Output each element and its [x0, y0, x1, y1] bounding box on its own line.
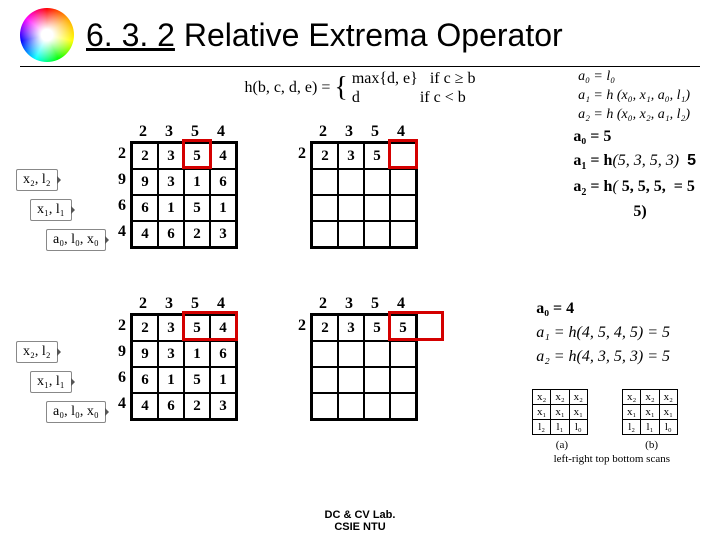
- table-cell: [390, 169, 416, 195]
- table-cell: 2: [184, 221, 210, 247]
- table-cell: 1: [158, 195, 184, 221]
- table-cell: [364, 393, 390, 419]
- table-cell: 2: [312, 143, 338, 169]
- table-cell: 4: [210, 315, 236, 341]
- legend-caption-b: (b): [645, 439, 658, 451]
- table-cell: [312, 195, 338, 221]
- table-cell: [338, 195, 364, 221]
- table-cell: [390, 221, 416, 247]
- table-cell: 5: [390, 315, 416, 341]
- table-cell: 1: [210, 367, 236, 393]
- table-cell: [364, 367, 390, 393]
- table-cell: 5: [364, 315, 390, 341]
- table-cell: 6: [158, 393, 184, 419]
- recurrence-definitions: a₀ = l₀ a₁ = h (x₀, x₁, a₀, l₁) a₂ = h (…: [578, 68, 690, 125]
- table-cell: 1: [210, 195, 236, 221]
- label-x2-l2-top: x₂, l₂: [16, 169, 58, 191]
- table-cell: 3: [158, 315, 184, 341]
- table-cell: [312, 169, 338, 195]
- table-cell: 5: [184, 367, 210, 393]
- color-wheel-icon: [20, 8, 74, 62]
- table-cell: 3: [338, 143, 364, 169]
- table-cell: 5: [364, 143, 390, 169]
- table-cell: 3: [210, 393, 236, 419]
- table-cell: 6: [132, 367, 158, 393]
- table-cell: 1: [184, 341, 210, 367]
- legend-table-b: x₂x₂x₂ x₁x₁x₁ l₂l₁l₀: [622, 389, 678, 435]
- table-cell: [364, 169, 390, 195]
- top-results: a₀ = 5 a1 = h(5, 3, 5, 3) 5 a2 = h( 5, 5…: [573, 125, 696, 223]
- table-cell: 6: [132, 195, 158, 221]
- legend-table-a: x₂x₂x₂ x₁x₁x₁ l₂l₁l₀: [532, 389, 588, 435]
- bottom-results: a₀ = 4 a₁ = h(4, 5, 4, 5) = 5 a₂ = h(4, …: [536, 297, 670, 369]
- table-cell: 1: [158, 367, 184, 393]
- label-x1-l1-bot: x₁, l₁: [30, 371, 72, 393]
- table-cell: 6: [158, 221, 184, 247]
- table-cell: [390, 367, 416, 393]
- bottom-right-table: 2 3 5 4 2 2355: [290, 295, 418, 421]
- table-cell: 5: [184, 195, 210, 221]
- horizontal-rule: [20, 66, 700, 67]
- bottom-left-table: 2 3 5 4 2 9 6 4 2354931661514623: [110, 295, 238, 421]
- table-cell: [364, 221, 390, 247]
- table-cell: 4: [132, 393, 158, 419]
- table-cell: [364, 341, 390, 367]
- footer: DC & CV Lab. CSIE NTU: [0, 509, 720, 534]
- table-cell: 5: [184, 315, 210, 341]
- legend-caption-sub: left-right top bottom scans: [554, 453, 670, 465]
- table-cell: [338, 169, 364, 195]
- table-cell: [338, 393, 364, 419]
- table-cell: 9: [132, 341, 158, 367]
- table-cell: [390, 143, 416, 169]
- table-cell: 3: [158, 143, 184, 169]
- table-cell: 3: [158, 169, 184, 195]
- label-x1-l1-top: x₁, l₁: [30, 199, 72, 221]
- table-cell: [338, 367, 364, 393]
- table-cell: [338, 341, 364, 367]
- table-cell: 9: [132, 169, 158, 195]
- table-cell: [312, 221, 338, 247]
- table-cell: 3: [338, 315, 364, 341]
- label-x2-l2-bot: x₂, l₂: [16, 341, 58, 363]
- legend-caption-a: (a): [556, 439, 568, 451]
- table-cell: [390, 195, 416, 221]
- table-cell: 6: [210, 341, 236, 367]
- table-cell: 3: [158, 341, 184, 367]
- table-cell: [390, 341, 416, 367]
- top-left-table: 2 3 5 4 2 9 6 4 2354931661514623: [110, 123, 238, 249]
- table-cell: 2: [132, 315, 158, 341]
- label-a0-l0-x0-top: a₀, l₀, x₀: [46, 229, 106, 251]
- table-cell: [312, 393, 338, 419]
- table-cell: 2: [184, 393, 210, 419]
- table-cell: 6: [210, 169, 236, 195]
- table-cell: 1: [184, 169, 210, 195]
- page-title: 6. 3. 2 Relative Extrema Operator: [86, 17, 563, 54]
- table-cell: [338, 221, 364, 247]
- table-cell: 5: [184, 143, 210, 169]
- label-a0-l0-x0-bot: a₀, l₀, x₀: [46, 401, 106, 423]
- table-cell: 2: [132, 143, 158, 169]
- table-cell: 2: [312, 315, 338, 341]
- table-cell: [364, 195, 390, 221]
- table-cell: 3: [210, 221, 236, 247]
- top-right-table: 2 3 5 4 2 235: [290, 123, 418, 249]
- table-cell: [390, 393, 416, 419]
- table-cell: 4: [210, 143, 236, 169]
- table-cell: [312, 367, 338, 393]
- table-cell: 4: [132, 221, 158, 247]
- table-cell: [312, 341, 338, 367]
